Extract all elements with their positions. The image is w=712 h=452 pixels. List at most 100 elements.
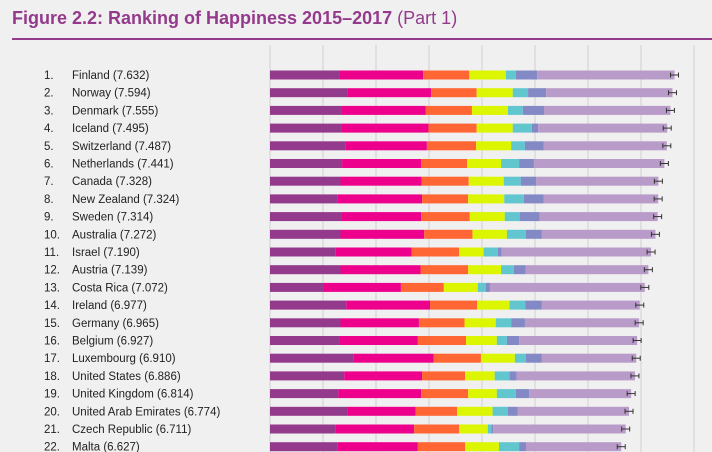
rank-label: 11.	[44, 247, 59, 259]
bar-segment	[341, 123, 429, 133]
country-label: Iceland (7.495)	[72, 123, 149, 135]
country-label: Luxembourg (6.910)	[72, 353, 176, 365]
bar-segment	[468, 176, 504, 186]
country-label: United States (6.886)	[72, 371, 181, 383]
bar-segment	[525, 442, 622, 452]
country-label: Denmark (7.555)	[72, 105, 158, 117]
bar-segment	[340, 318, 419, 328]
bar-segment	[428, 123, 477, 133]
bar-segment	[465, 442, 499, 452]
bar-segment	[270, 282, 324, 292]
bar-segment	[433, 353, 481, 363]
bar-segment	[339, 336, 418, 345]
rank-label: 19.	[44, 389, 60, 401]
bar-segment	[477, 282, 486, 292]
bar-segment	[421, 176, 469, 186]
rank-label: 12.	[44, 265, 60, 277]
bar-segment	[347, 88, 432, 98]
bar-segment	[537, 70, 675, 80]
bar-segment	[270, 336, 340, 345]
bar-segment	[418, 318, 465, 328]
bar-segment	[346, 300, 431, 310]
country-label: Ireland (6.977)	[72, 300, 147, 312]
bar-segment	[270, 389, 339, 399]
country-label: Netherlands (7.441)	[72, 159, 174, 171]
bar-segment	[341, 212, 422, 222]
bar-segment	[468, 194, 505, 204]
rank-label: 1.	[44, 70, 54, 82]
bar-segment	[323, 282, 401, 292]
bar-segment	[476, 141, 512, 151]
bar-segment	[431, 88, 477, 98]
bar-segment	[270, 353, 354, 363]
country-label: New Zealand (7.324)	[72, 194, 180, 206]
country-label: Switzerland (7.487)	[72, 141, 171, 153]
rank-label: 3.	[44, 105, 54, 117]
bar-segment	[270, 265, 341, 275]
bar-segment	[270, 70, 340, 80]
bar-segment	[536, 176, 659, 186]
rank-label: 17.	[44, 353, 60, 365]
bar-segment	[337, 194, 423, 204]
bar-segment	[541, 353, 637, 363]
bar-segment	[519, 159, 534, 168]
bar-segment	[477, 300, 510, 310]
rank-label: 13.	[44, 282, 60, 294]
bar-segment	[515, 389, 530, 399]
bar-segment	[270, 123, 342, 133]
bar-segment	[539, 212, 658, 222]
bar-segment	[494, 371, 510, 381]
bar-segment	[507, 406, 518, 416]
bar-segment	[430, 300, 478, 310]
bar-segment	[515, 70, 538, 80]
bar-segment	[525, 300, 542, 310]
country-label: United Arab Emirates (6.774)	[72, 406, 220, 418]
country-label: Austria (7.139)	[72, 265, 148, 277]
bar-segment	[421, 159, 468, 168]
rank-label: 2.	[44, 88, 54, 100]
bar-segment	[492, 406, 508, 416]
chart-title: Figure 2.2: Ranking of Happiness 2015–20…	[12, 8, 457, 29]
bar-segment	[340, 176, 422, 186]
bar-segment	[270, 105, 342, 115]
bar-segment	[466, 336, 497, 345]
bar-segment	[506, 229, 526, 239]
title-divider	[12, 38, 712, 40]
country-label: Malta (6.627)	[72, 442, 140, 452]
bar-segment	[512, 88, 529, 98]
bar-segment	[476, 123, 513, 133]
bar-segment	[543, 141, 667, 151]
bar-segment	[476, 88, 513, 98]
bar-segment	[523, 194, 544, 204]
bar-segment	[469, 212, 505, 222]
bar-segment	[423, 70, 470, 80]
rank-label: 15.	[44, 318, 60, 330]
rank-label: 6.	[44, 159, 54, 171]
bar-segment	[468, 265, 502, 275]
bar-segment	[270, 194, 338, 204]
bar-segment	[498, 442, 520, 452]
country-label: Sweden (7.314)	[72, 212, 153, 224]
bar-segment	[506, 336, 520, 345]
bar-segment	[501, 247, 652, 257]
rank-label: 18.	[44, 371, 60, 383]
bar-segment	[485, 282, 490, 292]
bar-segment	[504, 194, 524, 204]
bar-segment	[335, 424, 415, 434]
bar-segment	[489, 282, 645, 292]
country-label: Belgium (6.927)	[72, 336, 153, 348]
bar-segment	[338, 389, 422, 399]
bar-segment	[511, 141, 525, 151]
bar-segment	[503, 176, 521, 186]
title-part: (Part 1)	[397, 8, 458, 28]
bar-segment	[487, 424, 492, 434]
rank-label: 7.	[44, 176, 54, 188]
bar-segment	[417, 336, 467, 345]
bar-segment	[497, 247, 502, 257]
bar-segment	[340, 229, 425, 239]
title-main: Figure 2.2: Ranking of Happiness 2015–20…	[12, 8, 393, 28]
bar-segment	[443, 282, 478, 292]
bar-segment	[422, 371, 466, 381]
bar-segment	[270, 176, 341, 186]
rank-label: 14.	[44, 300, 60, 312]
